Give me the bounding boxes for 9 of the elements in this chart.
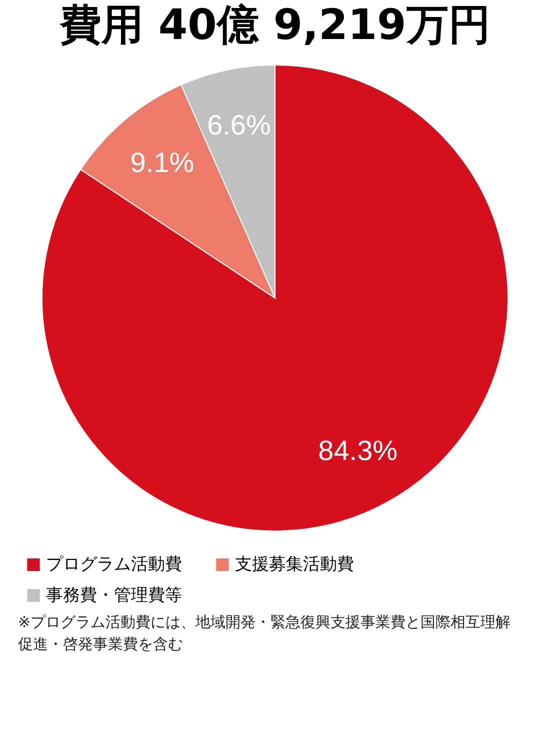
data-label: 6.6% [207,110,271,141]
data-label: 9.1% [130,147,194,178]
data-label: 84.3% [318,435,398,466]
legend-label: 事務費・管理費等 [46,586,182,606]
text: ※プログラム活動費には、地域開発・緊急復興支援事業費と国際相互理解促進・啓発事業費を含む [18,612,512,655]
chart-title: 費用 40億 9,219万円 [58,0,490,49]
legend-label: 支援募集活動費 [235,554,354,575]
legend-label: プログラム活動費 [46,554,182,575]
pie-slice [42,64,508,532]
